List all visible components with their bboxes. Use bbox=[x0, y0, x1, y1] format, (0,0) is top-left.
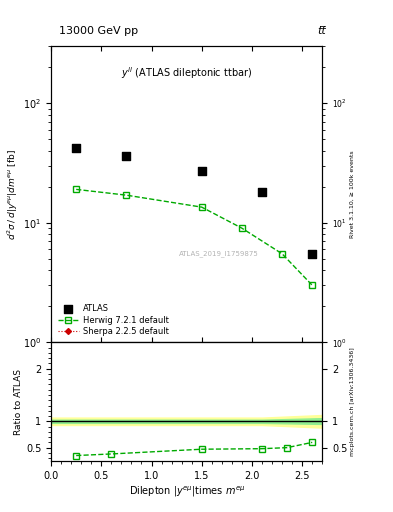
Legend: ATLAS, Herwig 7.2.1 default, Sherpa 2.2.5 default: ATLAS, Herwig 7.2.1 default, Sherpa 2.2.… bbox=[55, 302, 171, 338]
Y-axis label: Rivet 3.1.10, ≥ 100k events: Rivet 3.1.10, ≥ 100k events bbox=[350, 151, 354, 238]
Herwig 7.2.1 default bbox=[124, 192, 129, 198]
X-axis label: Dilepton $|y^{e\mu}|$times $m^{e\mu}$: Dilepton $|y^{e\mu}|$times $m^{e\mu}$ bbox=[129, 485, 245, 499]
Text: $y^{ll}$ (ATLAS dileptonic ttbar): $y^{ll}$ (ATLAS dileptonic ttbar) bbox=[121, 65, 252, 81]
ATLAS bbox=[198, 167, 205, 175]
Text: tt̅: tt̅ bbox=[318, 26, 326, 36]
Y-axis label: $d^2\sigma\,/\,d|y^{e\mu}|dm^{e\mu}$ [fb]: $d^2\sigma\,/\,d|y^{e\mu}|dm^{e\mu}$ [fb… bbox=[6, 148, 20, 240]
Y-axis label: Ratio to ATLAS: Ratio to ATLAS bbox=[14, 369, 23, 435]
Y-axis label: mcplots.cern.ch [arXiv:1306.3436]: mcplots.cern.ch [arXiv:1306.3436] bbox=[350, 347, 355, 456]
ATLAS bbox=[259, 188, 265, 196]
Herwig 7.2.1 default bbox=[74, 186, 79, 193]
Herwig 7.2.1 default bbox=[280, 251, 285, 257]
Herwig 7.2.1 default bbox=[199, 204, 204, 210]
Text: ATLAS_2019_I1759875: ATLAS_2019_I1759875 bbox=[179, 250, 259, 257]
Herwig 7.2.1 default bbox=[310, 282, 314, 288]
ATLAS bbox=[123, 152, 130, 160]
Line: Herwig 7.2.1 default: Herwig 7.2.1 default bbox=[73, 186, 315, 288]
ATLAS bbox=[73, 144, 79, 152]
Herwig 7.2.1 default bbox=[240, 225, 244, 231]
Text: 13000 GeV pp: 13000 GeV pp bbox=[59, 26, 138, 36]
ATLAS bbox=[309, 250, 315, 258]
